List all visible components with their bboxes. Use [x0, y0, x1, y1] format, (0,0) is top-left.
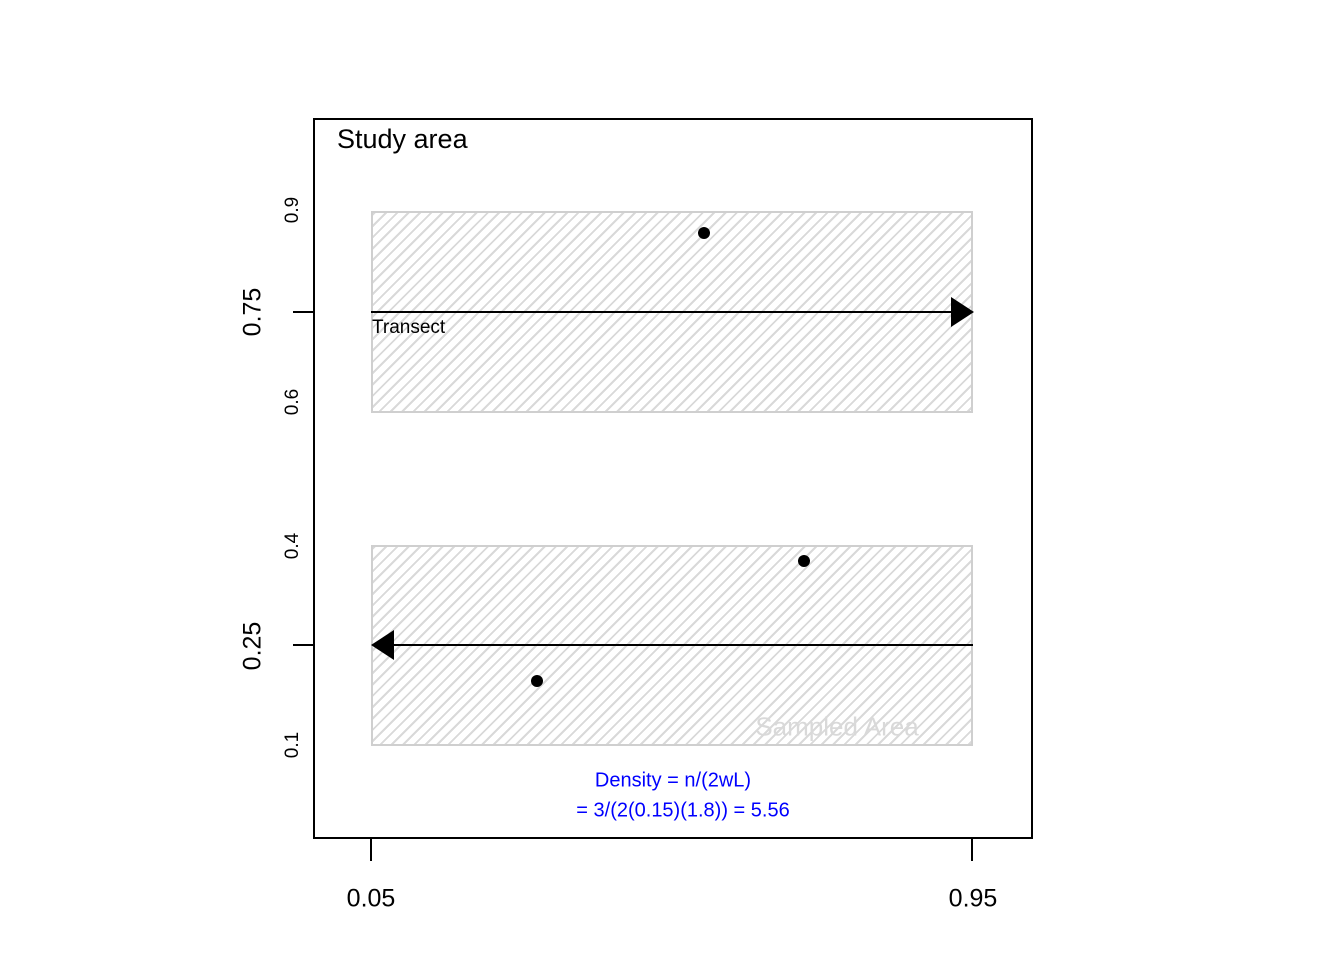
- x-axis-label-095: 0.95: [948, 884, 998, 913]
- arrowhead-left-icon: [371, 630, 394, 660]
- plot-title: Study area: [337, 124, 468, 154]
- y-axis-label-04: 0.4: [282, 532, 303, 560]
- transect-line-top: [371, 311, 957, 313]
- sampled-area-watermark: Sampled Area: [755, 711, 919, 742]
- x-axis-tick-005: [370, 839, 372, 861]
- y-axis-label-01: 0.1: [282, 731, 303, 759]
- data-point: [531, 675, 543, 687]
- density-formula-line1: Density = n/(2wL): [594, 769, 752, 792]
- y-axis-label-09: 0.9: [282, 196, 303, 224]
- x-axis-tick-095: [971, 839, 973, 861]
- arrowhead-right-icon: [951, 297, 974, 327]
- x-axis-label-005: 0.05: [346, 884, 396, 913]
- y-axis-label-075: 0.75: [238, 287, 267, 337]
- data-point: [798, 555, 810, 567]
- transect-line-bottom: [389, 644, 973, 646]
- y-axis-label-06: 0.6: [282, 388, 303, 416]
- y-axis-tick-075: [293, 311, 313, 313]
- density-formula-line2: = 3/(2(0.15)(1.8)) = 5.56: [576, 799, 790, 822]
- transect-label: Transect: [372, 317, 446, 338]
- y-axis-tick-025: [293, 644, 313, 646]
- data-point: [698, 227, 710, 239]
- y-axis-label-025: 0.25: [238, 621, 267, 671]
